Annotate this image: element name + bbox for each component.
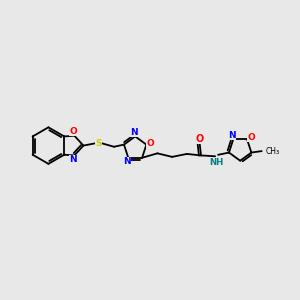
Text: N: N (123, 157, 131, 166)
Text: NH: NH (209, 158, 224, 167)
Text: O: O (247, 134, 255, 142)
Text: N: N (69, 155, 77, 164)
Text: N: N (130, 128, 138, 137)
Text: O: O (195, 134, 204, 144)
Text: O: O (146, 139, 154, 148)
Text: O: O (69, 128, 77, 136)
Text: CH₃: CH₃ (265, 147, 279, 156)
Text: S: S (95, 139, 102, 148)
Text: N: N (228, 131, 236, 140)
